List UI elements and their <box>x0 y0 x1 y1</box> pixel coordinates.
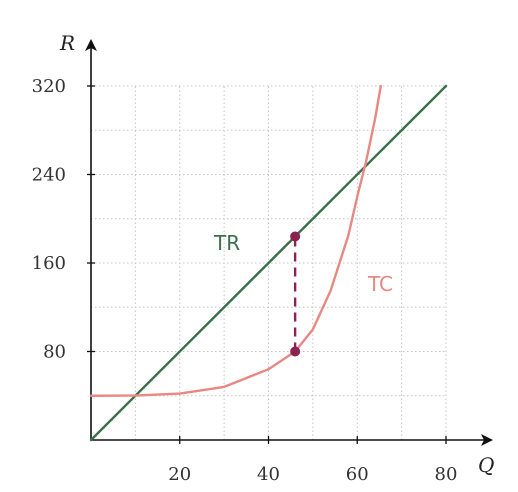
series-label-tr: TR <box>213 231 240 255</box>
axes <box>85 39 493 446</box>
x-tick-label: 60 <box>346 464 369 485</box>
tr-point-marker <box>290 231 301 242</box>
x-axis-label: Q <box>478 453 494 477</box>
annotations <box>290 231 301 357</box>
series <box>89 84 448 442</box>
x-axis-arrow <box>481 434 493 446</box>
x-tick-label: 40 <box>257 464 280 485</box>
series-line-tr <box>89 84 448 442</box>
y-axis-arrow <box>85 39 97 51</box>
y-tick-label: 240 <box>32 165 66 186</box>
x-tick-label: 20 <box>168 464 191 485</box>
y-tick-label: 160 <box>32 253 66 274</box>
y-tick-label: 80 <box>43 342 66 363</box>
x-tick-label: 80 <box>435 464 458 485</box>
ticks: 20 40 60 80 80 160 240 320 <box>32 76 458 485</box>
y-axis-label: R <box>59 31 75 55</box>
tc-point-marker <box>290 346 301 357</box>
series-line-tc <box>89 84 382 397</box>
series-label-tc: TC <box>367 272 393 296</box>
y-tick-label: 320 <box>32 76 66 97</box>
